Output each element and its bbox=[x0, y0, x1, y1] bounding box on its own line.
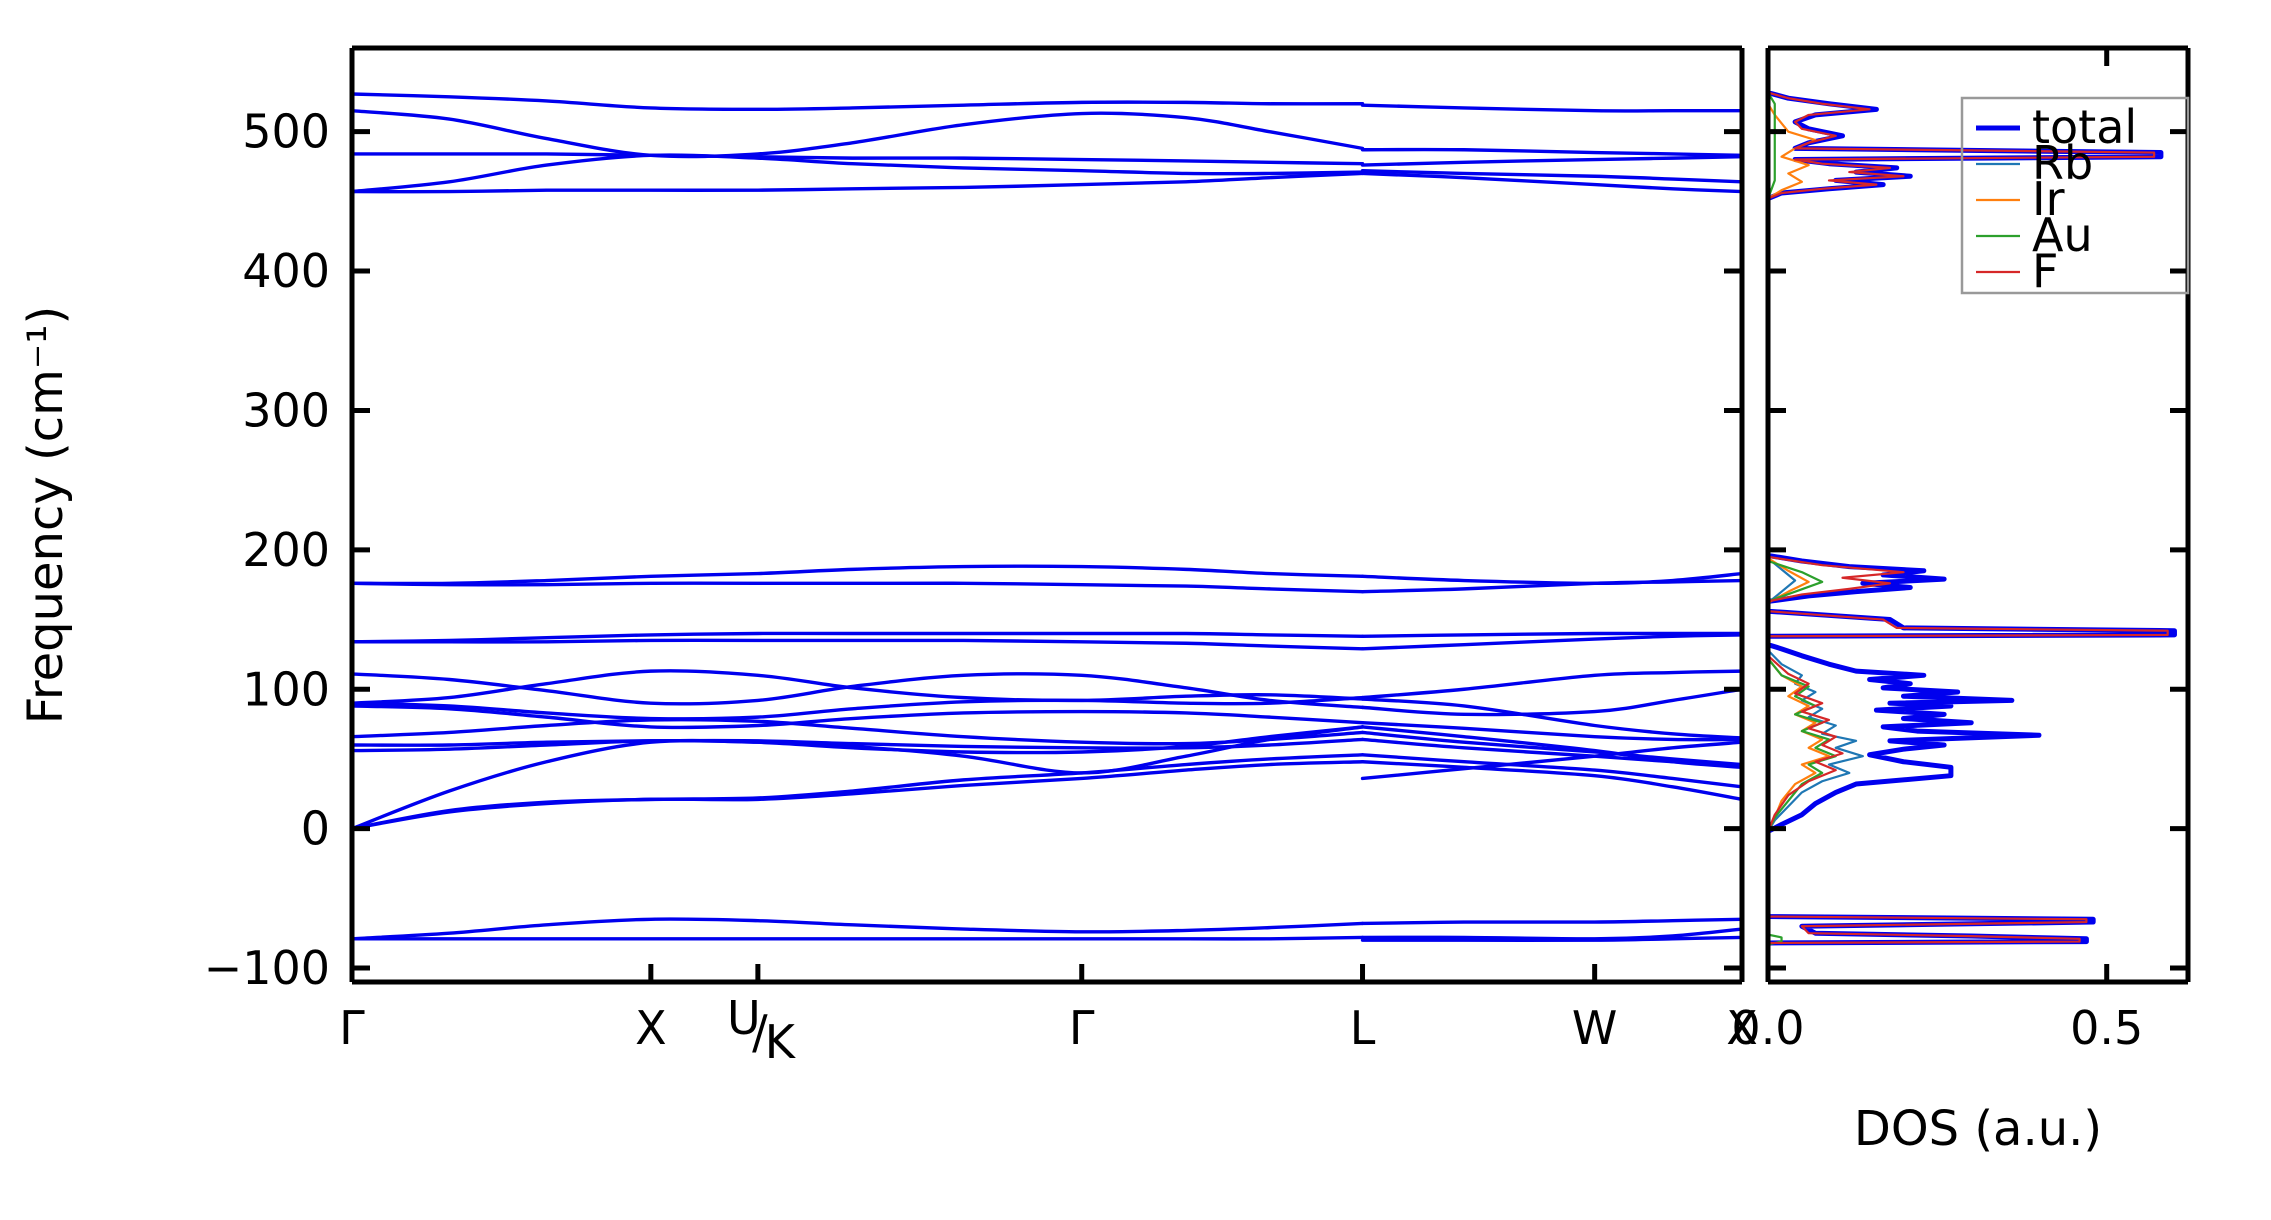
band-curve bbox=[352, 109, 1365, 159]
band-curve bbox=[352, 171, 1365, 194]
dos-x-tick-label: 0.0 bbox=[1731, 1001, 1804, 1055]
band-curve bbox=[1360, 669, 1742, 700]
band-y-tick-labels: 500 400 300 200 100 0 −100 bbox=[204, 105, 330, 995]
band-curve bbox=[1360, 171, 1742, 194]
band-curves-group bbox=[352, 92, 1742, 942]
dos-x-tick-label: 0.5 bbox=[2070, 1001, 2143, 1055]
band-curve bbox=[352, 935, 1365, 941]
band-panel: 500 400 300 200 100 0 −100 Γ X U/K Γ L W X Frequency… bbox=[18, 45, 1758, 1069]
band-y-tick-label: 100 bbox=[242, 662, 330, 716]
legend-label-total: total bbox=[2032, 100, 2137, 154]
svg-text:K: K bbox=[765, 1015, 797, 1069]
band-x-tick-label: X bbox=[1726, 1001, 1758, 1055]
legend-label-au: Au bbox=[2032, 208, 2093, 262]
band-curve bbox=[352, 631, 1365, 644]
y-axis-label: Frequency (cm⁻¹) bbox=[18, 306, 74, 724]
band-curve bbox=[352, 737, 1365, 750]
band-curve bbox=[352, 92, 1365, 112]
band-curve bbox=[1360, 697, 1742, 740]
dos-curve-f bbox=[1768, 48, 2169, 982]
legend-box bbox=[1960, 96, 2190, 295]
band-curve bbox=[352, 564, 1365, 586]
band-y-tick-label: 300 bbox=[242, 383, 330, 437]
band-curve bbox=[352, 152, 1365, 166]
band-curve bbox=[352, 704, 1365, 730]
band-curve bbox=[352, 581, 1365, 594]
band-curve bbox=[1360, 730, 1742, 767]
band-curve bbox=[1360, 935, 1742, 942]
band-curve bbox=[1360, 631, 1742, 638]
dos-x-axis-label: DOS (a.u.) bbox=[1854, 1101, 2102, 1157]
band-curve bbox=[1360, 155, 1742, 167]
band-y-tick-label: 0 bbox=[301, 802, 330, 856]
band-curve bbox=[352, 669, 1365, 705]
band-x-tick-label: L bbox=[1350, 1001, 1376, 1055]
band-curve bbox=[1360, 633, 1742, 651]
band-x-tick-label: Γ bbox=[339, 1001, 365, 1055]
band-curve bbox=[352, 153, 1365, 194]
band-curve bbox=[352, 917, 1365, 941]
band-x-tick-label: W bbox=[1572, 1001, 1617, 1055]
band-curve bbox=[1360, 725, 1742, 770]
band-y-tick-label: 200 bbox=[242, 523, 330, 577]
band-curve bbox=[1360, 168, 1742, 184]
band-curve bbox=[1360, 103, 1742, 113]
band-x-tick-labels: Γ X U/K Γ L W X bbox=[339, 991, 1758, 1069]
legend-label-ir: Ir bbox=[2032, 172, 2065, 226]
band-x-tick-label: Γ bbox=[1069, 1001, 1095, 1055]
dos-curve-rb bbox=[1768, 48, 1864, 982]
band-curve bbox=[1360, 753, 1742, 789]
band-curve bbox=[1360, 687, 1742, 717]
dos-x-tick-labels: 0.0 0.5 bbox=[1731, 1001, 2143, 1055]
band-curve bbox=[1360, 917, 1742, 926]
legend-label-f: F bbox=[2032, 244, 2058, 298]
svg-text:/: / bbox=[752, 1005, 768, 1059]
band-curve bbox=[1360, 740, 1742, 781]
legend-label-rb: Rb bbox=[2032, 136, 2093, 190]
band-y-tick-label: −100 bbox=[204, 941, 330, 995]
svg-text:U: U bbox=[727, 991, 761, 1045]
band-curve bbox=[1360, 578, 1742, 594]
band-y-tick-label: 400 bbox=[242, 244, 330, 298]
band-curve bbox=[352, 725, 1365, 831]
band-axes bbox=[349, 45, 1745, 985]
band-x-tick-label: U/K bbox=[727, 991, 797, 1069]
band-curve bbox=[352, 638, 1365, 651]
band-curve bbox=[352, 695, 1365, 721]
band-curve bbox=[1360, 760, 1742, 802]
band-curve bbox=[1360, 147, 1742, 158]
band-x-tick-label: X bbox=[635, 1001, 667, 1055]
band-curve bbox=[1360, 721, 1742, 742]
band-y-tick-label: 500 bbox=[242, 105, 330, 159]
band-curve bbox=[352, 760, 1365, 831]
